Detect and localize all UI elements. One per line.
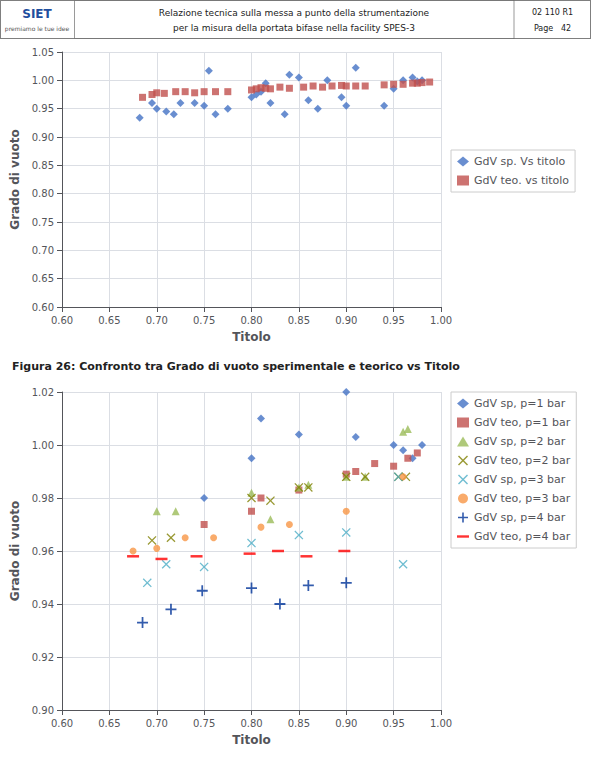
- svg-text:0.94: 0.94: [32, 599, 54, 610]
- svg-text:1.00: 1.00: [32, 440, 54, 451]
- svg-text:0.75: 0.75: [32, 217, 54, 228]
- svg-text:0.92: 0.92: [32, 652, 54, 663]
- svg-text:GdV teo, p=1 bar: GdV teo, p=1 bar: [474, 416, 571, 429]
- svg-text:Grado di vuoto: Grado di vuoto: [8, 501, 22, 601]
- svg-text:SIET: SIET: [22, 7, 52, 21]
- svg-text:GdV teo, p=2 bar: GdV teo, p=2 bar: [474, 454, 571, 467]
- svg-text:GdV sp, p=3 bar: GdV sp, p=3 bar: [474, 473, 566, 486]
- svg-text:0.95: 0.95: [382, 718, 404, 729]
- svg-text:GdV sp, p=4 bar: GdV sp, p=4 bar: [474, 511, 566, 524]
- svg-text:0.95: 0.95: [382, 315, 404, 326]
- svg-text:0.65: 0.65: [98, 718, 120, 729]
- svg-text:0.80: 0.80: [32, 188, 54, 199]
- svg-text:GdV sp, p=2 bar: GdV sp, p=2 bar: [474, 435, 566, 448]
- svg-text:0.75: 0.75: [193, 315, 215, 326]
- svg-text:GdV teo, p=3 bar: GdV teo, p=3 bar: [474, 492, 571, 505]
- svg-text:Titolo: Titolo: [232, 330, 271, 344]
- svg-text:Page 42: Page 42: [534, 24, 571, 33]
- svg-text:per la misura della portata bi: per la misura della portata bifase nella…: [173, 23, 415, 33]
- svg-text:0.60: 0.60: [51, 315, 73, 326]
- svg-text:0.70: 0.70: [146, 315, 168, 326]
- svg-text:0.65: 0.65: [32, 273, 54, 284]
- svg-text:premiamo le tue idee: premiamo le tue idee: [5, 25, 70, 33]
- svg-text:0.85: 0.85: [288, 315, 310, 326]
- svg-text:0.95: 0.95: [32, 103, 54, 114]
- svg-text:Figura 26: Confronto tra Grado: Figura 26: Confronto tra Grado di vuoto …: [12, 360, 460, 373]
- svg-text:0.90: 0.90: [32, 132, 54, 143]
- svg-text:GdV sp. Vs titolo: GdV sp. Vs titolo: [474, 155, 565, 168]
- svg-text:0.98: 0.98: [32, 493, 54, 504]
- svg-text:1.00: 1.00: [430, 315, 452, 326]
- svg-text:0.70: 0.70: [32, 245, 54, 256]
- svg-text:Relazione tecnica sulla messa: Relazione tecnica sulla messa a punto de…: [159, 8, 430, 18]
- svg-text:02 110 R1: 02 110 R1: [532, 8, 573, 17]
- svg-text:GdV teo, p=4 bar: GdV teo, p=4 bar: [474, 530, 571, 543]
- svg-text:0.60: 0.60: [32, 302, 54, 313]
- svg-text:0.96: 0.96: [32, 546, 54, 557]
- svg-text:0.85: 0.85: [32, 160, 54, 171]
- svg-text:Grado di vuoto: Grado di vuoto: [8, 129, 22, 229]
- svg-text:0.90: 0.90: [32, 705, 54, 716]
- svg-text:1.00: 1.00: [430, 718, 452, 729]
- svg-text:1.02: 1.02: [32, 387, 54, 398]
- svg-text:0.85: 0.85: [288, 718, 310, 729]
- svg-text:GdV teo. vs titolo: GdV teo. vs titolo: [474, 174, 569, 187]
- svg-text:0.90: 0.90: [335, 315, 357, 326]
- svg-text:1.05: 1.05: [32, 47, 54, 58]
- svg-text:1.00: 1.00: [32, 75, 54, 86]
- svg-text:0.65: 0.65: [98, 315, 120, 326]
- svg-text:GdV sp, p=1 bar: GdV sp, p=1 bar: [474, 397, 566, 410]
- svg-text:Titolo: Titolo: [232, 733, 271, 747]
- svg-text:0.80: 0.80: [240, 315, 262, 326]
- svg-text:0.70: 0.70: [146, 718, 168, 729]
- svg-text:0.90: 0.90: [335, 718, 357, 729]
- svg-text:0.60: 0.60: [51, 718, 73, 729]
- svg-text:0.80: 0.80: [240, 718, 262, 729]
- svg-text:0.75: 0.75: [193, 718, 215, 729]
